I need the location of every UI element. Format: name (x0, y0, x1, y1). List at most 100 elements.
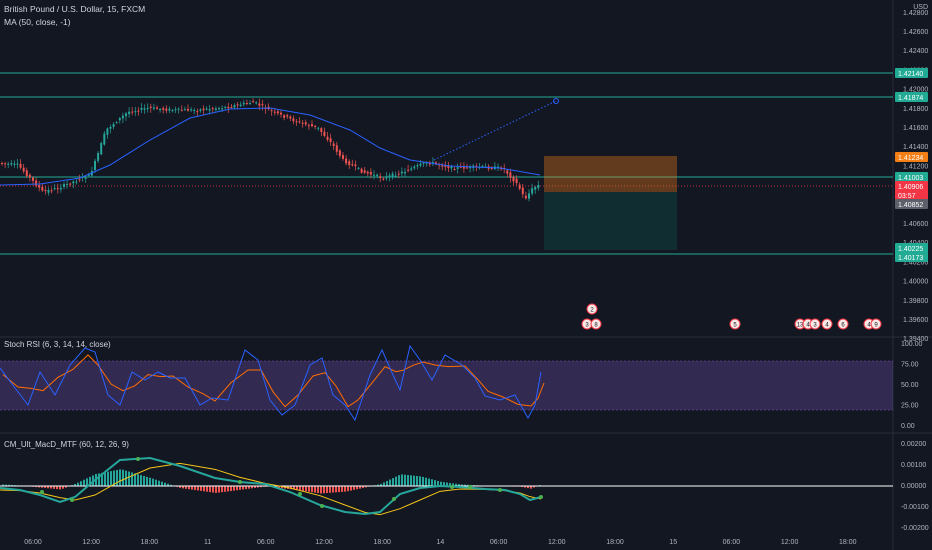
histogram-bar (308, 486, 310, 492)
candle-body (69, 183, 72, 185)
time-tick-label: 18:00 (606, 539, 624, 546)
histogram-bar (59, 486, 61, 490)
histogram-bar (158, 480, 160, 486)
time-axis[interactable]: 06:00 12:00 18:00 11 06:00 12:00 18:00 14 06:00 1… (24, 539, 856, 546)
candle-body (286, 115, 289, 117)
candle-body (391, 173, 394, 178)
candle-body (25, 170, 28, 177)
histogram-bar (2, 484, 4, 486)
macd-cross-dots (40, 457, 543, 508)
position-target-zone[interactable] (544, 192, 677, 250)
histogram-bar (320, 486, 322, 494)
histogram-bar (437, 480, 439, 486)
histogram-bar (116, 469, 118, 486)
candle-body (125, 113, 127, 117)
event-count: 5 (733, 323, 737, 329)
candle-body (273, 111, 276, 113)
histogram-bar (242, 486, 244, 490)
price-tag (895, 172, 928, 182)
candle-body (165, 108, 168, 111)
rsi-axis[interactable]: 100.00 75.00 50.00 25.00 0.00 (901, 341, 923, 430)
histogram-bar (233, 486, 235, 491)
position-stop-zone[interactable] (544, 156, 677, 192)
histogram-bar (443, 482, 445, 486)
candle-body (258, 103, 261, 106)
candle-body (509, 172, 512, 178)
histogram-bar (380, 483, 382, 486)
price-tag (895, 190, 928, 200)
candle-body (379, 176, 382, 178)
candle-body (407, 169, 410, 171)
candle-body (506, 170, 509, 174)
candle-body (311, 124, 313, 127)
candle-body (342, 155, 344, 159)
histogram-bar (338, 486, 340, 493)
projection-handle[interactable] (553, 98, 559, 104)
event-count: 3 (585, 323, 589, 329)
candle-body (190, 109, 193, 111)
histogram-bar (422, 476, 424, 486)
candle-body (128, 111, 131, 115)
histogram-bar (245, 486, 247, 490)
histogram-bar (329, 486, 331, 493)
candle-body (171, 110, 174, 112)
rsi-tick-label: 50.00 (901, 382, 919, 389)
event-count: 8 (594, 323, 598, 329)
histogram-bar (218, 486, 220, 493)
histogram-bar (62, 486, 64, 489)
candle-body (168, 108, 171, 111)
histogram-bar (224, 486, 226, 492)
histogram-bar (227, 486, 229, 492)
candle-body (447, 165, 450, 169)
price-tag (895, 181, 928, 191)
candle-body (295, 121, 298, 123)
macd-tick-label: 0.00000 (901, 483, 926, 490)
histogram-bar (188, 486, 190, 490)
event-count: 13 (797, 323, 804, 329)
time-tick-label: 12:00 (82, 539, 100, 546)
candle-body (205, 108, 208, 110)
currency-label[interactable]: USD (913, 4, 928, 11)
candle-body (431, 162, 434, 164)
histogram-bar (410, 475, 412, 486)
candle-body (404, 171, 406, 174)
symbol-title[interactable]: British Pound / U.S. Dollar, 15, FXCM (4, 4, 146, 14)
candle-body (385, 176, 388, 179)
time-tick-label: 06:00 (490, 539, 508, 546)
histogram-bar (107, 471, 109, 486)
candle-body (112, 124, 115, 127)
candle-body (335, 145, 338, 152)
event-count: 2 (590, 308, 594, 314)
rsi-tick-label: 100.00 (901, 341, 923, 348)
time-tick-label: 06:00 (723, 539, 741, 546)
candle-body (289, 116, 292, 119)
moving-average-line (0, 107, 541, 186)
event-count: 4 (806, 323, 810, 329)
histogram-bar (533, 486, 535, 488)
candle-body (109, 126, 112, 129)
candle-body (497, 166, 499, 168)
candle-body (354, 164, 357, 167)
histogram-bar (458, 484, 460, 486)
candle-body (524, 195, 527, 199)
trend-projection-line[interactable] (433, 100, 557, 161)
candle-body (211, 108, 214, 110)
candle-body (388, 175, 391, 177)
stoch-rsi-label[interactable]: Stoch RSI (6, 3, 14, 14, close) (4, 340, 111, 349)
histogram-bar (197, 486, 199, 491)
histogram-bar (209, 486, 211, 493)
candle-body (292, 118, 295, 122)
ma-indicator-label[interactable]: MA (50, close, -1) (4, 17, 71, 27)
macd-label[interactable]: CM_Ult_MacD_MTF (60, 12, 26, 9) (4, 440, 129, 449)
economic-events[interactable]: 23 8 5 13 4 3 4 6 4 9 (581, 303, 882, 330)
event-icon (870, 318, 882, 330)
event-count: 3 (813, 323, 817, 329)
histogram-bar (122, 469, 124, 486)
candle-body (63, 184, 65, 187)
candle-body (236, 104, 239, 106)
macd-axis[interactable]: 0.00200 0.00100 0.00000 -0.00100 -0.00200 (901, 441, 929, 532)
candles (1, 98, 540, 202)
time-tick-label: 11 (204, 539, 211, 546)
histogram-bar (8, 484, 10, 486)
